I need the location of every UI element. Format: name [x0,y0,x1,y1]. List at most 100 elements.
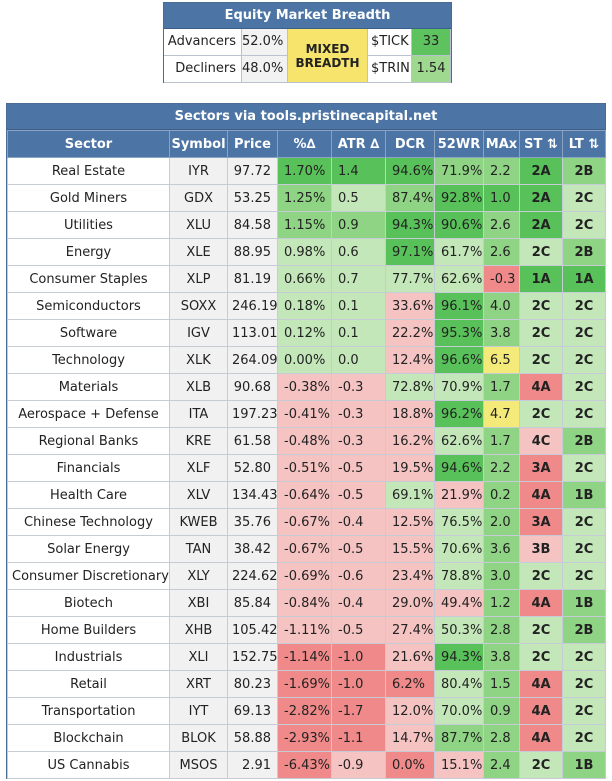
52wr-cell: 94.3% [434,643,484,671]
symbol-cell: GDX [169,184,228,212]
pct-change-cell: -0.48% [277,427,332,455]
st-stage-cell: 2A [519,211,563,239]
lt-stage-cell: 2B [562,616,606,644]
lt-stage-cell: 1B [562,481,606,509]
dcr-cell: 15.5% [385,535,435,563]
lt-stage-cell: 2C [562,292,606,320]
symbol-cell: KWEB [169,508,228,536]
52wr-cell: 94.6% [434,454,484,482]
dcr-cell: 19.5% [385,454,435,482]
tick-label: $TICK [368,29,412,56]
lt-stage-cell: 2C [562,508,606,536]
max-cell: 1.5 [483,670,520,698]
max-cell: 3.6 [483,535,520,563]
st-stage-cell: 2C [519,643,563,671]
trin-label: $TRIN [368,56,412,83]
lt-stage-cell: 1A [562,265,606,293]
breadth-title: Equity Market Breadth [164,3,451,29]
decliners-label: Decliners [164,56,242,83]
table-row: Blockchain BLOK 58.88 -2.93% -1.1 14.7% 87.7% 2… [7,724,606,752]
lt-stage-cell: 2C [562,697,606,725]
dcr-cell: 16.2% [385,427,435,455]
st-stage-cell: 2C [519,346,563,374]
sector-name-cell: Utilities [7,211,170,239]
col-header-52wr[interactable]: 52WR [434,130,484,158]
dcr-cell: 72.8% [385,373,435,401]
pct-change-cell: -0.51% [277,454,332,482]
dcr-cell: 6.2% [385,670,435,698]
price-cell: 90.68 [227,373,278,401]
52wr-cell: 70.0% [434,697,484,725]
st-stage-cell: 2C [519,751,563,779]
lt-stage-cell: 2C [562,346,606,374]
price-cell: 97.72 [227,157,278,185]
col-header-max[interactable]: MAx [483,130,520,158]
price-cell: 52.80 [227,454,278,482]
52wr-cell: 78.8% [434,562,484,590]
pct-change-cell: 0.66% [277,265,332,293]
52wr-cell: 90.6% [434,211,484,239]
col-header-symbol[interactable]: Symbol [169,130,228,158]
atr-change-cell: -0.3 [331,427,386,455]
pct-change-cell: 1.25% [277,184,332,212]
col-header-sector[interactable]: Sector [7,130,170,158]
atr-change-cell: -0.4 [331,589,386,617]
dcr-cell: 18.8% [385,400,435,428]
symbol-cell: XBI [169,589,228,617]
max-cell: 1.7 [483,373,520,401]
sector-name-cell: Home Builders [7,616,170,644]
col-header-atr-change[interactable]: ATR ∆ [331,130,386,158]
max-cell: 2.2 [483,454,520,482]
price-cell: 197.23 [227,400,278,428]
sector-name-cell: Semiconductors [7,292,170,320]
tick-value: 33 [412,29,451,56]
pct-change-cell: -1.11% [277,616,332,644]
max-cell: 0.9 [483,697,520,725]
sector-name-cell: Consumer Staples [7,265,170,293]
atr-change-cell: 1.4 [331,157,386,185]
price-cell: 35.76 [227,508,278,536]
col-header-pct-change[interactable]: %∆ [277,130,332,158]
pct-change-cell: -1.69% [277,670,332,698]
sector-name-cell: Solar Energy [7,535,170,563]
price-cell: 58.88 [227,724,278,752]
pct-change-cell: 0.00% [277,346,332,374]
atr-change-cell: -0.3 [331,400,386,428]
col-header-price[interactable]: Price [227,130,278,158]
sector-name-cell: Gold Miners [7,184,170,212]
max-cell: 1.2 [483,589,520,617]
col-header-dcr[interactable]: DCR [385,130,435,158]
st-stage-cell: 2A [519,184,563,212]
lt-stage-cell: 2C [562,211,606,239]
max-cell: 4.7 [483,400,520,428]
table-row: Materials XLB 90.68 -0.38% -0.3 72.8% 70.9% 1.7… [7,373,606,401]
atr-change-cell: 0.1 [331,319,386,347]
max-cell: 2.8 [483,724,520,752]
symbol-cell: XHB [169,616,228,644]
max-cell: 3.8 [483,319,520,347]
dcr-cell: 33.6% [385,292,435,320]
st-stage-cell: 2A [519,157,563,185]
st-stage-cell: 3B [519,535,563,563]
st-stage-cell: 2C [519,400,563,428]
price-cell: 152.75 [227,643,278,671]
max-cell: 0.2 [483,481,520,509]
symbol-cell: XLV [169,481,228,509]
symbol-cell: XLF [169,454,228,482]
max-cell: 2.6 [483,211,520,239]
52wr-cell: 15.1% [434,751,484,779]
atr-change-cell: -1.0 [331,670,386,698]
price-cell: 113.01 [227,319,278,347]
table-row: Biotech XBI 85.84 -0.84% -0.4 29.0% 49.4% 1.2 4A… [7,589,606,617]
table-row: Gold Miners GDX 53.25 1.25% 0.5 87.4% 92.8% 1.0… [7,184,606,212]
max-cell: -0.3 [483,265,520,293]
52wr-cell: 96.1% [434,292,484,320]
breadth-status-line2: BREADTH [295,55,360,70]
atr-change-cell: 0.6 [331,238,386,266]
sector-name-cell: Blockchain [7,724,170,752]
table-row: Semiconductors SOXX 246.19 0.18% 0.1 33.6% 96.… [7,292,606,320]
col-header-st[interactable]: ST ⇅ [519,130,563,158]
sector-name-cell: Regional Banks [7,427,170,455]
max-cell: 3.8 [483,643,520,671]
col-header-lt[interactable]: LT ⇅ [562,130,606,158]
